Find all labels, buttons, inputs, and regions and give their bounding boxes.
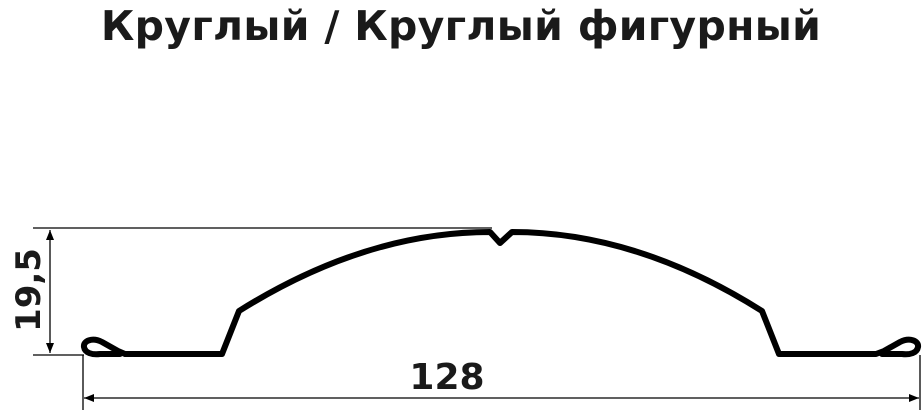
- profile-outline: [80, 229, 922, 358]
- width-dimension-label: 128: [409, 357, 484, 398]
- diagram-title: Круглый / Круглый фигурный: [100, 2, 822, 50]
- height-dimension-label: 19,5: [9, 248, 49, 332]
